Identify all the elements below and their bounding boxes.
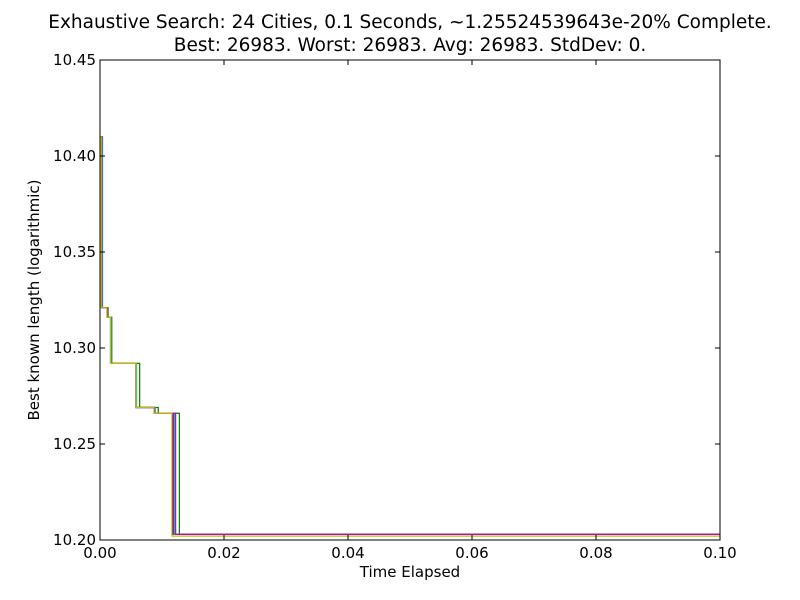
series-line-6: [100, 136, 720, 537]
x-tick-label: 0.10: [703, 544, 736, 562]
y-tick-label: 10.45: [53, 51, 96, 69]
y-tick-label: 10.25: [53, 435, 96, 453]
axes-background: [100, 60, 720, 540]
y-axis-label: Best known length (logarithmic): [25, 180, 43, 421]
x-axis-label: Time Elapsed: [359, 563, 460, 581]
series-layer: [100, 136, 720, 537]
chart-title-line-2: Best: 26983. Worst: 26983. Avg: 26983. S…: [173, 35, 647, 56]
y-tick-label: 10.40: [53, 147, 96, 165]
x-tick-label: 0.00: [83, 544, 116, 562]
y-tick-label: 10.35: [53, 243, 96, 261]
x-tick-label: 0.08: [579, 544, 612, 562]
y-tick-label: 10.20: [53, 531, 96, 549]
x-tick-label: 0.06: [455, 544, 488, 562]
x-tick-label: 0.04: [331, 544, 364, 562]
tick-layer: 0.00 0.02 0.04 0.06 0.08 0.10 10.20 10.25 10.30 1…: [53, 51, 737, 562]
axes-frame: [99, 59, 721, 541]
chart-title-line-1: Exhaustive Search: 24 Cities, 0.1 Second…: [48, 12, 772, 33]
x-tick-label: 0.02: [207, 544, 240, 562]
y-tick-label: 10.30: [53, 339, 96, 357]
